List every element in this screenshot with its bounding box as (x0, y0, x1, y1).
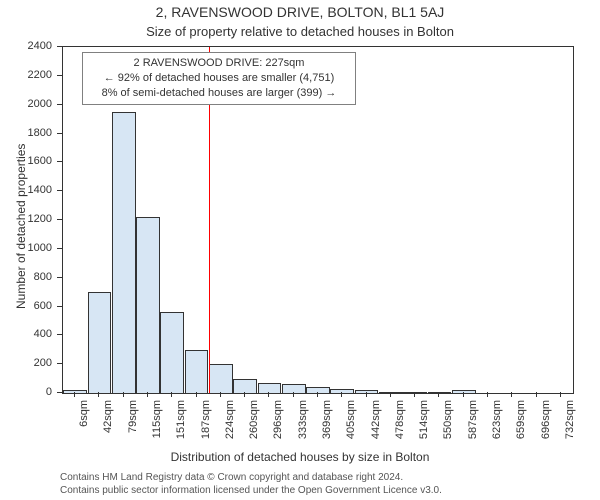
x-tick-mark (536, 392, 537, 397)
y-tick-label: 2200 (0, 69, 52, 81)
histogram-bar (452, 390, 476, 393)
y-tick-label: 800 (0, 271, 52, 283)
x-tick-label: 296sqm (272, 400, 284, 439)
x-tick-mark (487, 392, 488, 397)
x-tick-label: 151sqm (175, 400, 187, 439)
histogram-bar (233, 379, 257, 393)
x-tick-mark (366, 392, 367, 397)
y-tick-label: 2400 (0, 40, 52, 52)
x-tick-mark (98, 392, 99, 397)
x-tick-label: 623sqm (491, 400, 503, 439)
chart-container: 2, RAVENSWOOD DRIVE, BOLTON, BL1 5AJ Siz… (0, 0, 600, 500)
y-tick-mark (57, 277, 62, 278)
chart-title-main: 2, RAVENSWOOD DRIVE, BOLTON, BL1 5AJ (0, 4, 600, 20)
y-tick-label: 1000 (0, 242, 52, 254)
x-tick-mark (341, 392, 342, 397)
x-tick-mark (317, 392, 318, 397)
x-tick-mark (463, 392, 464, 397)
x-tick-mark (123, 392, 124, 397)
x-tick-mark (268, 392, 269, 397)
y-tick-label: 1400 (0, 184, 52, 196)
histogram-bar (112, 112, 136, 393)
annotation-box: 2 RAVENSWOOD DRIVE: 227sqm ← 92% of deta… (82, 52, 356, 105)
x-tick-label: 42sqm (102, 400, 114, 433)
x-tick-label: 405sqm (345, 400, 357, 439)
x-tick-label: 333sqm (297, 400, 309, 439)
x-tick-label: 514sqm (418, 400, 430, 439)
y-tick-label: 1200 (0, 213, 52, 225)
y-tick-label: 600 (0, 300, 52, 312)
histogram-bar (185, 350, 209, 393)
x-tick-label: 550sqm (442, 400, 454, 439)
chart-title-sub: Size of property relative to detached ho… (0, 24, 600, 39)
x-tick-label: 696sqm (540, 400, 552, 439)
y-tick-label: 1600 (0, 155, 52, 167)
x-tick-mark (171, 392, 172, 397)
y-axis-label: Number of detached properties (14, 144, 28, 309)
x-tick-label: 369sqm (321, 400, 333, 439)
x-tick-label: 260sqm (248, 400, 260, 439)
y-tick-mark (57, 75, 62, 76)
y-tick-mark (57, 161, 62, 162)
footer-line-2: Contains public sector information licen… (60, 485, 442, 496)
x-tick-label: 659sqm (515, 400, 527, 439)
y-tick-mark (57, 104, 62, 105)
annotation-line-1: 2 RAVENSWOOD DRIVE: 227sqm (89, 56, 349, 71)
x-tick-mark (74, 392, 75, 397)
y-tick-mark (57, 334, 62, 335)
y-tick-mark (57, 219, 62, 220)
x-tick-mark (511, 392, 512, 397)
y-tick-label: 200 (0, 357, 52, 369)
x-tick-mark (196, 392, 197, 397)
y-tick-mark (57, 133, 62, 134)
x-tick-mark (414, 392, 415, 397)
x-tick-label: 442sqm (370, 400, 382, 439)
y-tick-mark (57, 190, 62, 191)
x-tick-mark (438, 392, 439, 397)
footer-line-1: Contains HM Land Registry data © Crown c… (60, 472, 403, 483)
histogram-bar (209, 364, 233, 393)
histogram-bar (88, 292, 112, 393)
x-axis-label: Distribution of detached houses by size … (0, 450, 600, 464)
x-tick-mark (293, 392, 294, 397)
x-tick-mark (220, 392, 221, 397)
y-tick-label: 2000 (0, 98, 52, 110)
histogram-bar (136, 217, 160, 393)
x-tick-label: 732sqm (564, 400, 576, 439)
x-tick-mark (390, 392, 391, 397)
y-tick-label: 1800 (0, 127, 52, 139)
x-tick-mark (560, 392, 561, 397)
histogram-bar (379, 392, 403, 393)
x-tick-label: 187sqm (200, 400, 212, 439)
y-tick-mark (57, 306, 62, 307)
y-tick-mark (57, 248, 62, 249)
y-tick-label: 0 (0, 386, 52, 398)
x-tick-mark (147, 392, 148, 397)
y-tick-mark (57, 363, 62, 364)
x-tick-mark (244, 392, 245, 397)
x-tick-label: 224sqm (224, 400, 236, 439)
annotation-line-2: ← 92% of detached houses are smaller (4,… (89, 71, 349, 86)
annotation-line-3: 8% of semi-detached houses are larger (3… (89, 86, 349, 101)
x-tick-label: 478sqm (394, 400, 406, 439)
x-tick-label: 6sqm (78, 400, 90, 427)
x-tick-label: 79sqm (127, 400, 139, 433)
y-tick-mark (57, 392, 62, 393)
y-tick-mark (57, 46, 62, 47)
histogram-bar (282, 384, 306, 393)
y-tick-label: 400 (0, 328, 52, 340)
histogram-bar (160, 312, 184, 393)
x-tick-label: 587sqm (467, 400, 479, 439)
x-tick-label: 115sqm (151, 400, 163, 438)
